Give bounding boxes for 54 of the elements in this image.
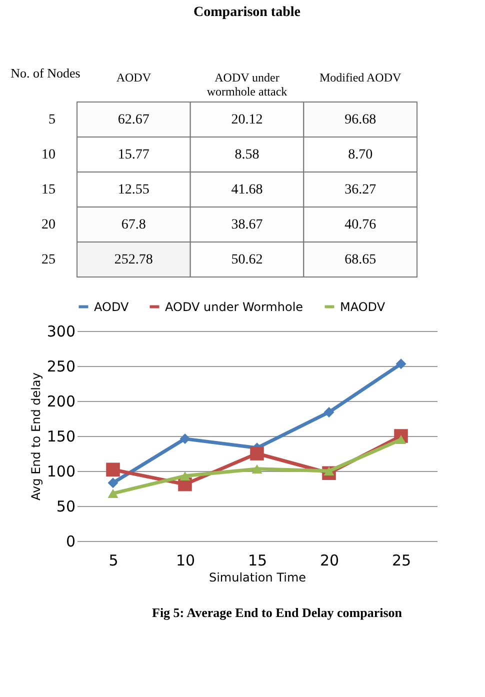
y-tick-label: 5	[48, 112, 56, 128]
data-label: 41.68	[231, 182, 263, 198]
data-label: 38.67	[231, 218, 263, 232]
point	[180, 434, 190, 444]
point	[108, 478, 118, 488]
point	[324, 406, 334, 418]
y-tick-label: 0	[66, 532, 76, 550]
y-tick-label: 10	[42, 148, 56, 162]
y-tick-label: 25	[42, 252, 56, 268]
data-label: 40.76	[344, 218, 376, 232]
legend-label: AODV under Wormhole	[165, 300, 304, 314]
y-tick-label: 15	[42, 182, 56, 198]
point	[108, 488, 118, 498]
x-tick-label: AODV under wormhole attack	[206, 70, 288, 98]
point	[396, 358, 406, 370]
data-label: 20.12	[231, 112, 263, 128]
data-label: 15.77	[118, 148, 150, 162]
data-label: 62.67	[118, 112, 150, 128]
data-label: 8.70	[348, 148, 373, 162]
data-label: 12.55	[118, 182, 150, 198]
y-tick-label: 300	[46, 322, 76, 340]
legend-label: AODV	[94, 300, 130, 314]
point	[106, 462, 120, 476]
x-tick-label: Modified AODV	[319, 70, 402, 84]
y-axis-title: No. of Nodes	[10, 66, 80, 80]
y-tick-label: 50	[56, 498, 76, 516]
y-tick-label: 250	[46, 358, 76, 376]
point	[180, 471, 190, 480]
y-tick-label: 20	[42, 218, 56, 232]
data-label: 36.27	[344, 182, 376, 198]
data-label: 67.8	[121, 218, 146, 232]
data-label: 50.62	[231, 252, 263, 268]
x-tick-label: 25	[392, 552, 412, 570]
y-tick-label: 200	[46, 392, 76, 410]
chart-title: Comparison table	[194, 5, 300, 20]
legend-label: MAODV	[340, 300, 386, 314]
x-tick-label: 15	[248, 552, 268, 570]
data-label: 68.65	[344, 252, 376, 268]
caption: Fig 5: Average End to End Delay comparison	[152, 605, 403, 620]
point	[396, 434, 406, 444]
point	[324, 466, 334, 476]
data-label: 96.68	[344, 112, 376, 128]
x-tick-label: 5	[108, 552, 118, 570]
x-tick-label: AODV	[116, 70, 152, 84]
point	[252, 464, 262, 474]
x-tick-label: 10	[176, 552, 196, 570]
y-tick-label: 150	[46, 428, 76, 446]
x-tick-label: 20	[320, 552, 340, 570]
y-tick-label: 100	[46, 462, 76, 480]
x-axis-title: Simulation Time	[208, 570, 306, 584]
data-label: 252.78	[114, 252, 153, 268]
y-axis-title: Avg End to End delay	[28, 372, 43, 500]
data-label: 8.58	[234, 148, 260, 162]
point	[250, 446, 264, 460]
